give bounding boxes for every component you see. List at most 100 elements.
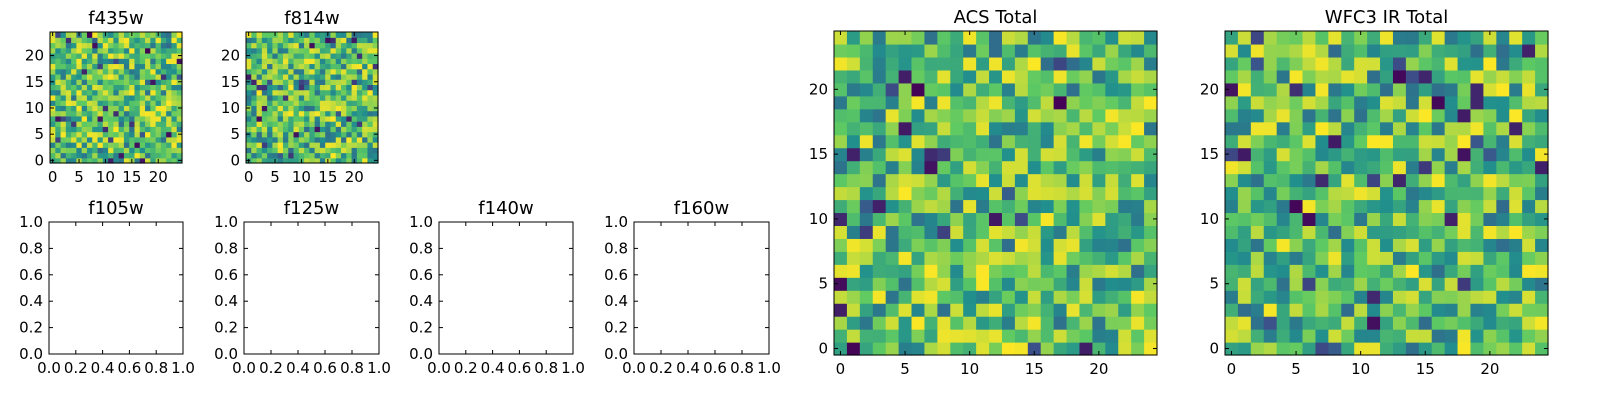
heatmap-cell [885,43,900,58]
heatmap-cell [97,52,104,59]
heatmap-cell [924,160,938,175]
heatmap-cell [1392,251,1407,265]
heatmap-cell [1225,225,1239,239]
heatmap-cell [155,42,162,49]
heatmap-cell [1470,31,1484,45]
heatmap-cell [1470,108,1484,123]
heatmap-cell [1483,342,1497,356]
heatmap-cell [989,199,1003,214]
heatmap-cell [346,32,353,38]
heatmap-cell [309,152,316,159]
heatmap-cell [872,108,887,123]
heatmap-cell [1341,173,1355,188]
heatmap-cell [1315,264,1329,278]
axes-frame [833,30,1158,356]
x-tick-label: 0.0 [622,359,646,377]
heatmap-cell [304,94,310,101]
heatmap-cell [372,136,379,143]
heatmap-cell [330,152,337,159]
heatmap-cell [160,157,167,164]
heatmap-cell [1354,329,1368,343]
heatmap-cell [118,52,125,59]
heatmap-cell [989,108,1003,123]
heatmap-cell [1483,264,1497,278]
heatmap-cell [293,37,300,44]
heatmap-cell [859,134,874,149]
heatmap-cell [1470,186,1484,201]
heatmap-cell [1470,329,1484,343]
heatmap-cell [81,152,88,159]
heatmap-cell [1431,173,1446,188]
heatmap-cell [65,152,72,159]
heatmap-cell [1496,186,1510,201]
heatmap-cell [1315,108,1329,123]
heatmap-cell [1470,147,1484,162]
heatmap-cell [1405,95,1420,110]
x-tick-label: 0.8 [340,359,364,377]
heatmap-cell [1014,238,1029,252]
heatmap-cell [150,100,157,106]
heatmap-cell [950,264,964,278]
heatmap-cell [1079,31,1093,45]
heatmap-cell [81,68,88,75]
heatmap-cell [1392,290,1407,304]
heatmap-cell [81,47,88,54]
heatmap-cell [872,69,887,84]
heatmap-cell [118,37,125,44]
heatmap-cell [911,329,926,343]
heatmap-cell [81,84,88,91]
heatmap-cell [367,52,374,59]
heatmap-cell [924,199,938,214]
heatmap-cell [1457,290,1472,304]
heatmap-cell [1431,121,1446,136]
heatmap-cell [251,100,258,106]
heatmap-cell [1276,316,1291,330]
heatmap-cell [92,142,99,148]
heatmap-cell [139,152,146,159]
heatmap-cell [102,47,109,54]
heatmap-cell [251,52,258,59]
heatmap-cell [171,42,178,49]
heatmap-cell [1457,31,1472,45]
heatmap-cell [282,63,289,70]
heatmap-cell [60,63,67,70]
heatmap-cell [341,79,347,85]
heatmap-cell [277,131,284,138]
heatmap-cell [1431,108,1446,123]
heatmap-cell [1509,303,1523,317]
heatmap-cell [325,105,332,112]
heatmap-cell [160,79,167,85]
heatmap-cell [60,126,67,133]
heatmap-cell [298,105,305,112]
heatmap-cell [118,157,125,164]
heatmap-cell [50,147,56,154]
heatmap-cell [362,100,369,106]
heatmap-cell [1444,316,1459,330]
heatmap-cell [1001,134,1016,149]
heatmap-cell [335,84,342,91]
heatmap-cell [160,126,167,133]
heatmap-cell [60,73,67,80]
heatmap-cell [171,100,178,106]
heatmap-cell [963,212,977,226]
heatmap-cell [86,73,93,80]
heatmap-cell [963,277,977,291]
heatmap-cell [341,105,347,112]
heatmap-cell [1276,95,1291,110]
heatmap-cell [1079,82,1093,97]
heatmap-cell [304,121,310,127]
heatmap-cell [60,68,67,75]
heatmap-cell [1289,290,1304,304]
heatmap-cell [1105,264,1119,278]
heatmap-cell [155,58,162,65]
heatmap-cell [335,63,342,70]
heatmap-cell [1392,225,1407,239]
heatmap-cell [1470,173,1484,188]
heatmap-cell [1509,238,1523,252]
heatmap-cell [319,42,326,49]
heatmap-cell [351,68,358,75]
heatmap-cell [65,136,72,143]
heatmap-cell [1470,225,1484,239]
heatmap-cell [282,94,289,101]
heatmap-cell [963,134,977,149]
